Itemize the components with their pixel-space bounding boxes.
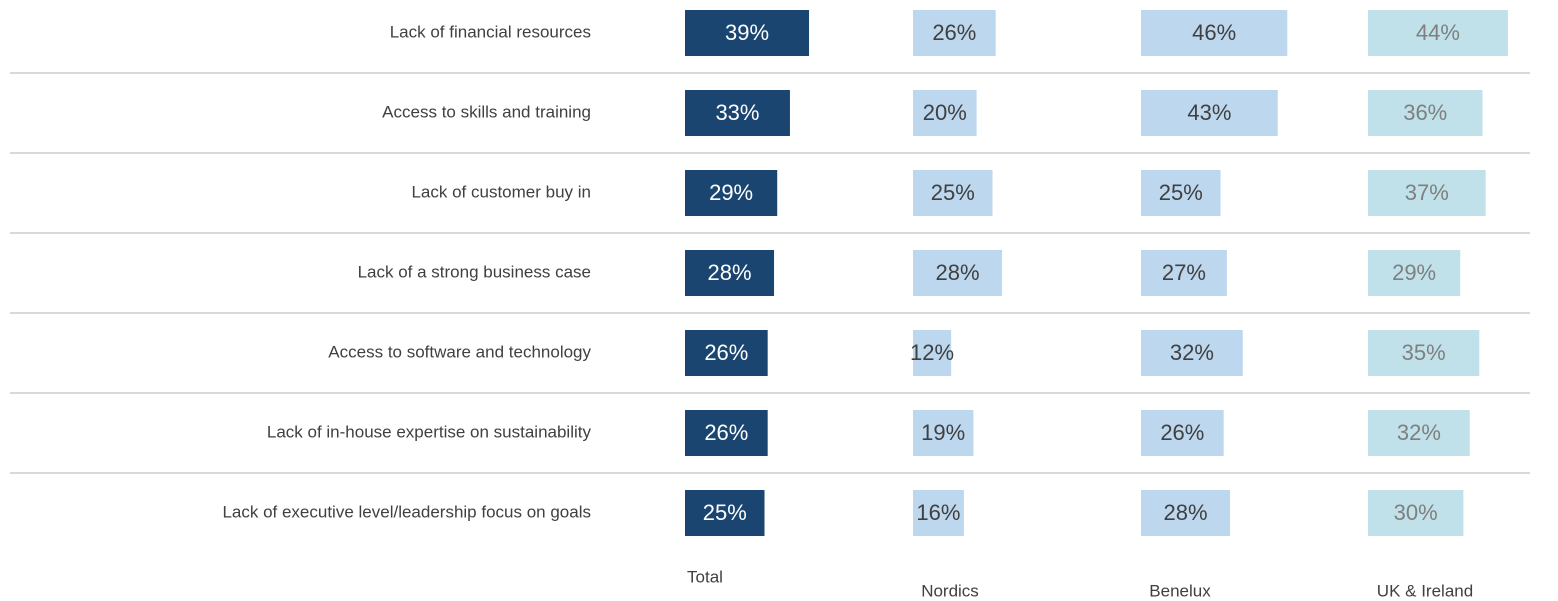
bar (685, 10, 810, 56)
bar (913, 170, 993, 216)
bar (1368, 330, 1480, 376)
value-label: 29% (709, 180, 753, 205)
category-label: Lack of financial resources (390, 22, 591, 41)
bar (685, 170, 778, 216)
value-label: 33% (715, 100, 759, 125)
bar (1141, 10, 1288, 56)
bar (913, 330, 952, 376)
bar (913, 490, 964, 536)
bar (1141, 410, 1224, 456)
value-label: 26% (704, 340, 748, 365)
value-label: 25% (1159, 180, 1203, 205)
bar (685, 490, 765, 536)
value-label: 37% (1405, 180, 1449, 205)
bar (685, 250, 775, 296)
value-label: 25% (703, 500, 747, 525)
bar (913, 250, 1003, 296)
bar (1141, 490, 1231, 536)
value-label: 44% (1416, 20, 1460, 45)
value-label: 26% (1160, 420, 1204, 445)
value-label: 35% (1402, 340, 1446, 365)
series-label: UK & Ireland (1377, 581, 1473, 600)
category-label: Lack of customer buy in (411, 182, 591, 201)
value-label: 27% (1162, 260, 1206, 285)
series-label: Benelux (1149, 581, 1211, 600)
bar (1368, 170, 1486, 216)
category-label: Access to software and technology (328, 342, 591, 361)
bar (685, 330, 768, 376)
bar (913, 10, 996, 56)
value-label: 29% (1392, 260, 1436, 285)
value-label: 43% (1187, 100, 1231, 125)
bar (1141, 330, 1243, 376)
value-label: 36% (1403, 100, 1447, 125)
value-label: 28% (1163, 500, 1207, 525)
category-label: Lack of a strong business case (358, 262, 591, 281)
bar (913, 90, 977, 136)
value-label: 19% (921, 420, 965, 445)
bar (685, 90, 790, 136)
value-label: 39% (725, 20, 769, 45)
bar (1368, 410, 1470, 456)
value-label: 26% (932, 20, 976, 45)
category-label: Access to skills and training (382, 102, 591, 121)
value-label: 32% (1170, 340, 1214, 365)
bar (913, 410, 974, 456)
bar (1368, 90, 1483, 136)
category-label: Lack of executive level/leadership focus… (222, 502, 591, 521)
series-label: Nordics (921, 581, 979, 600)
bar (1368, 10, 1508, 56)
category-label: Lack of in-house expertise on sustainabi… (267, 422, 592, 441)
value-label: 20% (923, 100, 967, 125)
bar (1368, 250, 1461, 296)
bar (685, 410, 768, 456)
value-label: 25% (931, 180, 975, 205)
value-label: 30% (1394, 500, 1438, 525)
value-label: 32% (1397, 420, 1441, 445)
value-label: 46% (1192, 20, 1236, 45)
value-label: 26% (704, 420, 748, 445)
value-label: 16% (916, 500, 960, 525)
value-label: 28% (935, 260, 979, 285)
bar (1368, 490, 1464, 536)
bar (1141, 90, 1278, 136)
bar (1141, 170, 1221, 216)
value-label: 12% (910, 340, 954, 365)
bar (1141, 250, 1227, 296)
value-label: 28% (707, 260, 751, 285)
series-label: Total (687, 567, 723, 586)
